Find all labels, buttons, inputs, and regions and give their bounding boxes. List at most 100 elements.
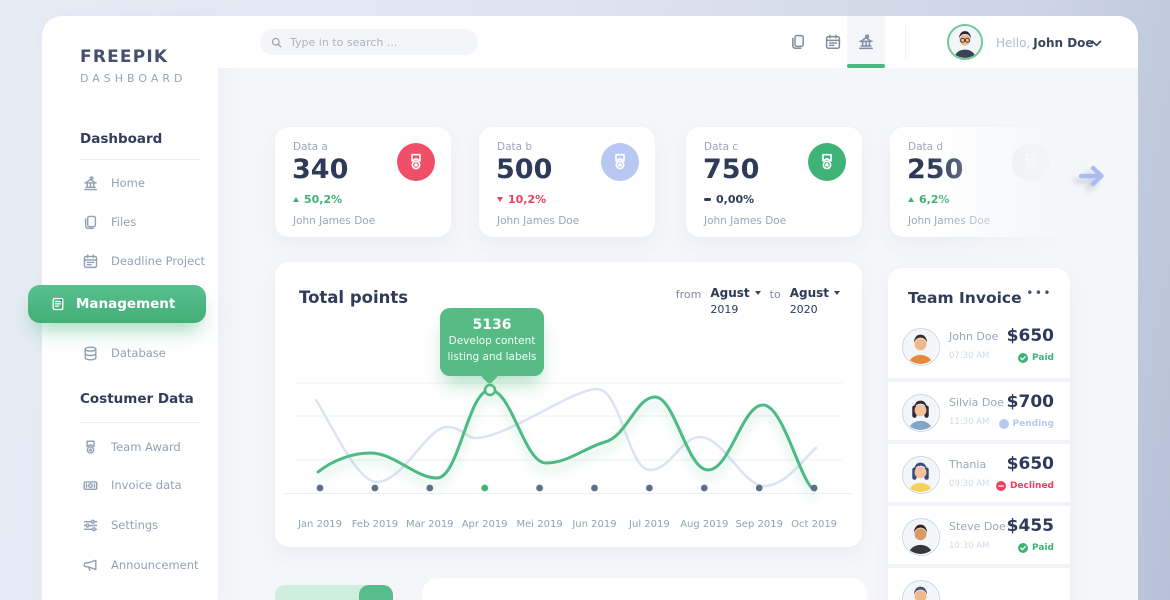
invoice-row-steve-doe[interactable]: Steve Doe 10:30 AM $455 Paid [888, 502, 1070, 564]
to-month-select[interactable]: Agust 2020 [790, 286, 840, 316]
sidebar-item-settings[interactable]: Settings [82, 515, 158, 535]
invoice-row-thania[interactable]: Thania 09:30 AM $650 Declined [888, 440, 1070, 502]
sidebar-item-label: Announcement [111, 558, 199, 572]
member-avatar [902, 580, 940, 600]
card-value: 500 [496, 154, 553, 185]
axis-dot [810, 484, 818, 492]
team-invoice-panel: Team Invoice ••• John Doe 07:30 AM $650 Pai… [888, 268, 1070, 600]
sidebar-item-team-award[interactable]: Team Award [82, 437, 181, 457]
sidebar-divider [80, 159, 200, 160]
sidebar-item-label: Deadline Project [111, 254, 206, 268]
next-cards-arrow-icon[interactable] [1078, 163, 1106, 189]
invoice-time: 07:30 AM [949, 351, 990, 361]
stat-card-data-b: Data b 500 10,2% John James Doe [479, 127, 655, 237]
sidebar-item-invoice-data[interactable]: Invoice data [82, 475, 182, 495]
sidebar-item-label: Database [111, 346, 166, 360]
user-name: John Doe [1033, 36, 1094, 50]
calendar-icon[interactable] [824, 33, 842, 51]
files-icon[interactable] [789, 33, 807, 51]
card-change: 50,2% [293, 193, 342, 206]
trend-down-icon [497, 197, 503, 202]
sidebar-item-deadline-project[interactable]: Deadline Project [82, 251, 205, 271]
axis-dot [591, 484, 598, 492]
bank-icon [82, 175, 99, 192]
invoice-amount: $455 [1006, 516, 1054, 536]
paid-check-icon [1018, 543, 1029, 553]
topbar-divider [905, 25, 906, 59]
sidebar-item-label: Management [76, 296, 176, 312]
invoice-time: 11:30 AM [949, 417, 990, 427]
x-axis-label: Apr 2019 [462, 519, 508, 530]
highlight-marker [483, 383, 497, 397]
axis-dot [426, 484, 434, 492]
tooltip-line1: Develop content [448, 335, 536, 347]
search-bar[interactable] [260, 29, 478, 55]
more-menu-icon[interactable]: ••• [1026, 286, 1052, 300]
card-owner: John James Doe [908, 215, 991, 227]
medal-icon [610, 152, 630, 172]
user-greeting[interactable]: Hello, John Doe [996, 36, 1094, 50]
invoice-row-silvia-doe[interactable]: Silvia Doe 11:30 AM $700 Pending [888, 378, 1070, 440]
sliders-icon [82, 517, 99, 534]
x-axis-label: Feb 2019 [352, 519, 398, 530]
avatar-illustration [949, 26, 981, 58]
sidebar-item-announcement[interactable]: Announcement [82, 555, 199, 575]
mini-progress-pill[interactable] [275, 585, 393, 600]
axis-dot [536, 484, 543, 492]
member-avatar [902, 456, 940, 494]
trend-up-icon [908, 197, 914, 202]
sidebar-item-files[interactable]: Files [82, 212, 136, 232]
search-input[interactable] [290, 35, 460, 49]
stat-card-data-d: Data d 250 6,2% John James Doe [890, 127, 1066, 237]
axis-dot [700, 484, 708, 492]
from-year-value: 2019 [710, 303, 739, 316]
sidebar-item-label: Team Award [111, 440, 181, 454]
card-change: 6,2% [908, 193, 950, 206]
member-name: Steve Doe [949, 520, 1006, 533]
sidebar-item-database[interactable]: Database [82, 343, 166, 363]
invoice-amount: $700 [1006, 392, 1054, 412]
sidebar-section-title: Dashboard [80, 131, 163, 147]
x-axis-label: Jan 2019 [297, 519, 342, 530]
active-icon-tab[interactable] [847, 16, 885, 68]
megaphone-icon [82, 557, 99, 574]
medal-icon [1021, 152, 1041, 172]
axis-dot [316, 484, 324, 492]
sidebar-item-label: Home [111, 176, 145, 190]
sidebar-section-title: Costumer Data [80, 391, 194, 407]
primary-series-line [316, 388, 817, 492]
award-badge [601, 143, 639, 181]
from-month-value: Agust [710, 286, 750, 300]
x-axis-label: Aug 2019 [680, 519, 728, 530]
line-chart: Jan 2019 Feb 2019 Mar 2019 Apr 2019 Mei 2019… [283, 382, 853, 530]
caret-down-icon [834, 291, 840, 295]
tooltip-value: 5136 [472, 317, 512, 333]
sidebar-item-label: Settings [111, 518, 159, 532]
card-owner: John James Doe [704, 215, 787, 227]
x-axis-label: Oct 2019 [791, 519, 837, 530]
medal-icon [817, 152, 837, 172]
trend-flat-icon [704, 198, 711, 201]
from-month-select[interactable]: Agust 2019 [710, 286, 761, 316]
chevron-down-icon[interactable] [1090, 37, 1103, 50]
invoice-row-john-doe[interactable]: John Doe 07:30 AM $650 Paid [888, 316, 1070, 378]
sidebar-item-home[interactable]: Home [82, 173, 145, 193]
user-avatar[interactable] [947, 24, 983, 60]
axis-dot [481, 484, 489, 492]
member-avatar [902, 328, 940, 366]
sidebar: FREEPIK DASHBOARD Dashboard Home Files Dead… [28, 16, 218, 600]
x-axis-label: Sep 2019 [735, 519, 782, 530]
mini-progress-knob [359, 585, 393, 600]
sidebar-item-management[interactable]: Management [28, 285, 206, 323]
logo-line2: DASHBOARD [80, 72, 187, 85]
invoice-rows: John Doe 07:30 AM $650 Paid Silvia Doe 11:30… [888, 316, 1070, 600]
card-change: 10,2% [497, 193, 546, 206]
stat-card-data-c: Data c 750 0,00% John James Doe [686, 127, 862, 237]
paid-check-icon [1018, 353, 1029, 363]
invoice-status: Paid [1018, 353, 1054, 363]
active-tab-underline [847, 64, 885, 68]
card-change: 0,00% [704, 193, 754, 206]
invoice-status: Paid [1018, 543, 1054, 553]
invoice-row-partial[interactable] [888, 564, 1070, 600]
